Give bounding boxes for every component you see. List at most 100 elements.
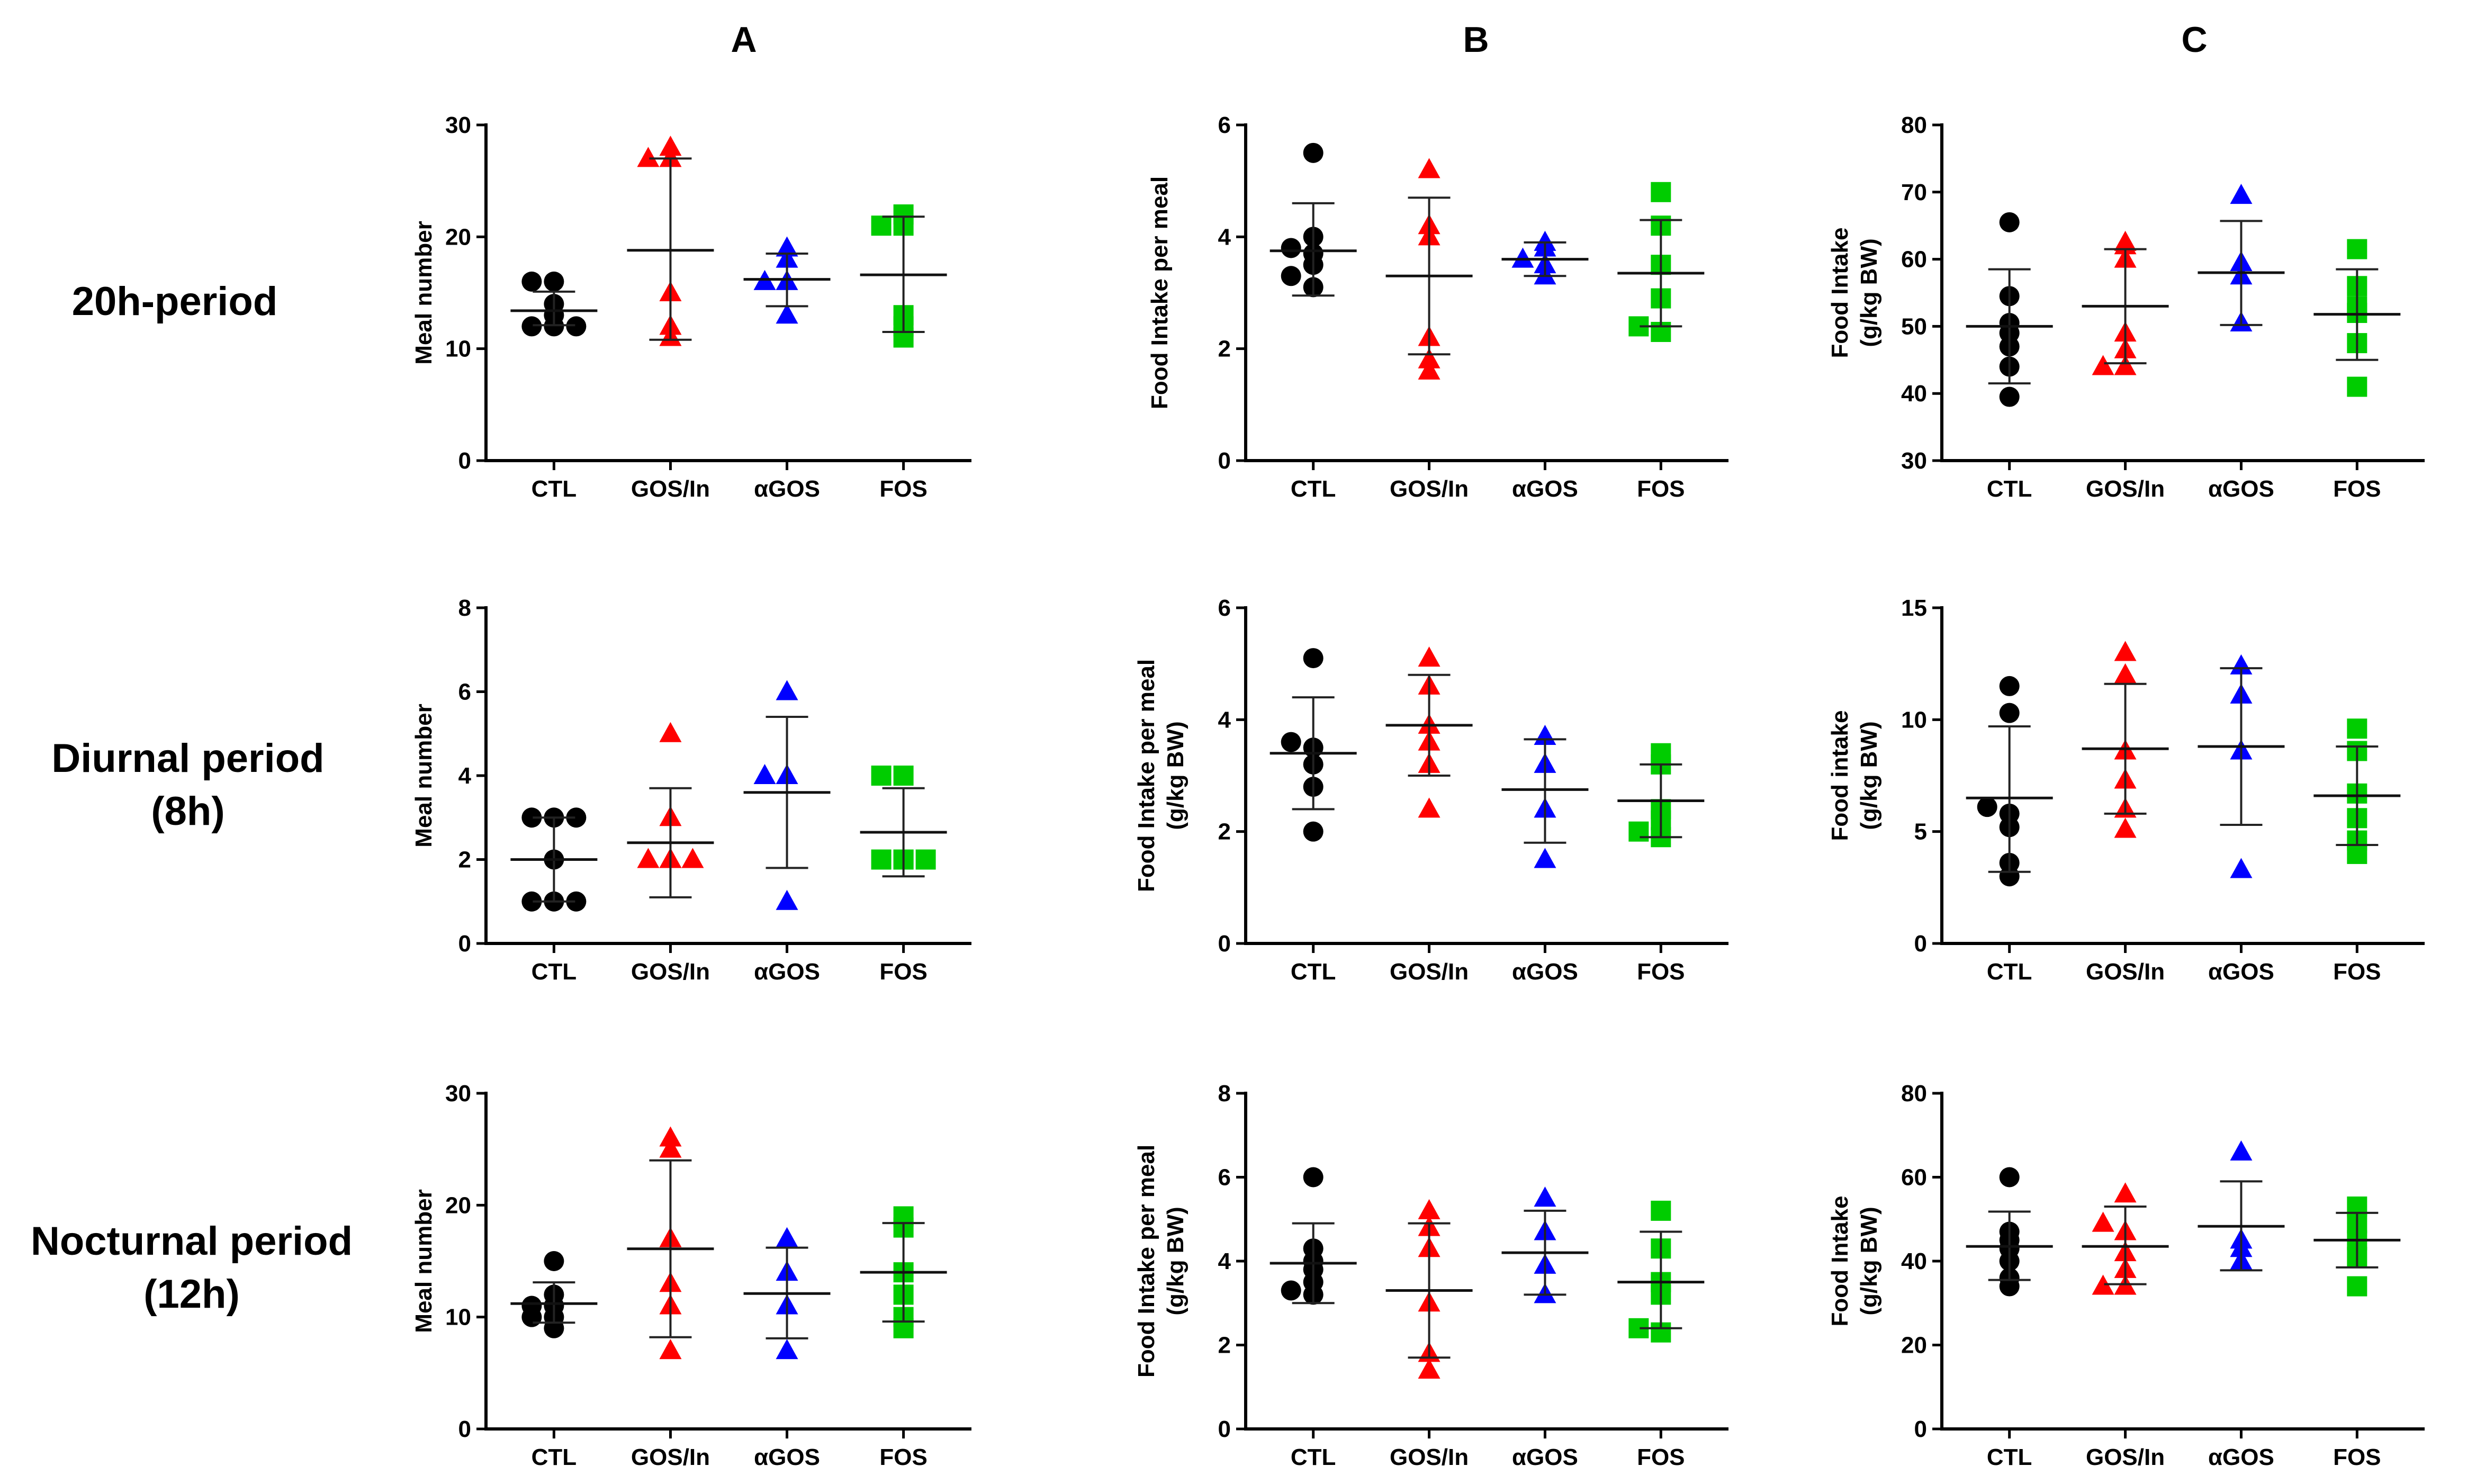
data-point <box>1651 1200 1671 1221</box>
data-point <box>871 215 892 236</box>
y-tick-label: 15 <box>1901 595 1927 621</box>
series-alphagos <box>2198 184 2285 332</box>
x-tick-label-gos-in: GOS/In <box>1390 1444 1469 1470</box>
y-axis-label-line: (g/kg BW) <box>1856 1207 1882 1315</box>
y-axis-label-line: Food Intake per meal <box>1133 659 1159 892</box>
x-tick-label-gos-in: GOS/In <box>1390 959 1469 985</box>
series-alphagos <box>743 236 831 324</box>
x-tick-label-fos: FOS <box>1637 959 1685 985</box>
data-point <box>637 147 660 167</box>
x-tick-label-ctl: CTL <box>1987 476 2032 502</box>
x-tick-label-gos-in: GOS/In <box>631 959 710 985</box>
series-ctl <box>1269 648 1357 842</box>
data-point <box>2114 355 2137 375</box>
x-tick-label-ctl: CTL <box>532 959 577 985</box>
y-tick-label: 0 <box>458 931 471 957</box>
data-point <box>1281 238 1301 258</box>
data-point <box>1534 1186 1556 1207</box>
y-axis-label-line: Meal number <box>411 1189 437 1333</box>
y-tick-label: 0 <box>458 1416 471 1442</box>
y-tick-label: 10 <box>445 336 471 362</box>
y-tick-label: 0 <box>1218 448 1231 474</box>
row-label-20h-period: 20h-period <box>72 279 278 324</box>
data-point <box>2092 1274 2114 1295</box>
x-tick-label-alphagos: αGOS <box>1512 1444 1578 1470</box>
y-tick-label: 80 <box>1901 112 1927 138</box>
y-axis-label: Meal number <box>411 704 437 847</box>
panel-c3: 0 20 40 60 80 Food Intake (g/kg BW) CTL GOS/In αG… <box>1827 1081 2425 1470</box>
x-tick-label-ctl: CTL <box>1987 959 2032 985</box>
x-tick-label-ctl: CTL <box>532 1444 577 1470</box>
y-axis-label-line: Food intake <box>1827 710 1853 841</box>
series-fos <box>2313 1196 2401 1297</box>
data-point <box>1511 247 1534 268</box>
data-point <box>1303 1167 1323 1188</box>
y-tick-label: 50 <box>1901 313 1927 339</box>
y-axis-label: Meal number <box>411 221 437 364</box>
data-point <box>1999 1167 2020 1188</box>
series-ctl <box>510 807 598 912</box>
data-point <box>776 1227 798 1247</box>
data-point <box>776 303 798 324</box>
y-axis-label: Food Intake per meal (g/kg BW) <box>1133 1145 1189 1378</box>
panel-c1: 30 40 50 60 70 80 Food Intake (g/kg BW) CTL GOS/I… <box>1827 112 2425 502</box>
y-tick-label: 5 <box>1914 819 1927 845</box>
series-gos-in <box>2082 230 2169 375</box>
y-axis-label: Food intake (g/kg BW) <box>1827 710 1882 841</box>
y-tick-label: 8 <box>1218 1081 1231 1107</box>
series-fos <box>860 766 947 878</box>
x-tick-label-fos: FOS <box>879 476 927 502</box>
x-tick-label-ctl: CTL <box>1291 959 1336 985</box>
x-tick-label-ctl: CTL <box>1291 476 1336 502</box>
data-point <box>1281 266 1301 286</box>
data-point <box>1418 359 1440 380</box>
y-tick-label: 10 <box>1901 707 1927 733</box>
y-axis-label-line: (g/kg BW) <box>1856 238 1882 347</box>
y-tick-label: 0 <box>458 448 471 474</box>
panel-b1: 0 2 4 6 Food Intake per meal CTL GOS/In αGOS FOS <box>1147 112 1728 502</box>
data-point <box>753 764 776 784</box>
panel-a1: 0 10 20 30 Meal number CTL GOS/In αGOS FOS <box>411 112 971 502</box>
data-point <box>521 271 542 292</box>
y-axis-label-line: Food Intake <box>1827 1196 1853 1327</box>
x-tick-label-fos: FOS <box>879 1444 927 1470</box>
data-point <box>1999 212 2020 232</box>
data-point <box>566 316 587 337</box>
series-ctl <box>510 271 598 337</box>
series-gos-in <box>627 136 714 346</box>
row-label-diurnal-period: Diurnal period <box>51 736 324 781</box>
data-point <box>1977 797 1997 817</box>
y-tick-label: 4 <box>1218 1248 1231 1274</box>
data-point <box>1303 142 1323 163</box>
series-gos-in <box>627 1126 714 1360</box>
data-point <box>915 849 936 870</box>
x-tick-label-alphagos: αGOS <box>1512 476 1578 502</box>
column-label-c: C <box>2181 20 2207 60</box>
y-tick-label: 6 <box>1218 112 1231 138</box>
series-ctl <box>1966 212 2053 407</box>
x-tick-label-ctl: CTL <box>1987 1444 2032 1470</box>
data-point <box>1628 821 1649 842</box>
series-fos <box>2313 718 2401 864</box>
panel-a3: 0 10 20 30 Meal number CTL GOS/In αGOS FOS <box>411 1081 971 1470</box>
y-tick-label: 30 <box>445 1081 471 1107</box>
y-tick-label: 4 <box>1218 707 1231 733</box>
data-point <box>1418 1199 1440 1219</box>
panel-a2: 0 2 4 6 8 Meal number CTL GOS/In αGOS FOS <box>411 595 971 985</box>
data-point <box>1418 1359 1440 1379</box>
data-point <box>1281 732 1301 752</box>
series-fos <box>1617 1200 1705 1343</box>
data-point <box>2347 718 2367 739</box>
y-tick-label: 0 <box>1218 931 1231 957</box>
x-tick-label-fos: FOS <box>1637 476 1685 502</box>
data-point <box>1303 821 1323 842</box>
y-axis-label-line: Food Intake per meal <box>1147 176 1173 409</box>
data-point <box>637 848 660 868</box>
x-tick-label-ctl: CTL <box>1291 1444 1336 1470</box>
data-point <box>681 848 704 868</box>
y-tick-label: 2 <box>458 847 471 873</box>
x-tick-label-fos: FOS <box>1637 1444 1685 1470</box>
data-point <box>2347 239 2367 259</box>
data-point <box>871 766 892 786</box>
data-point <box>2230 184 2253 204</box>
